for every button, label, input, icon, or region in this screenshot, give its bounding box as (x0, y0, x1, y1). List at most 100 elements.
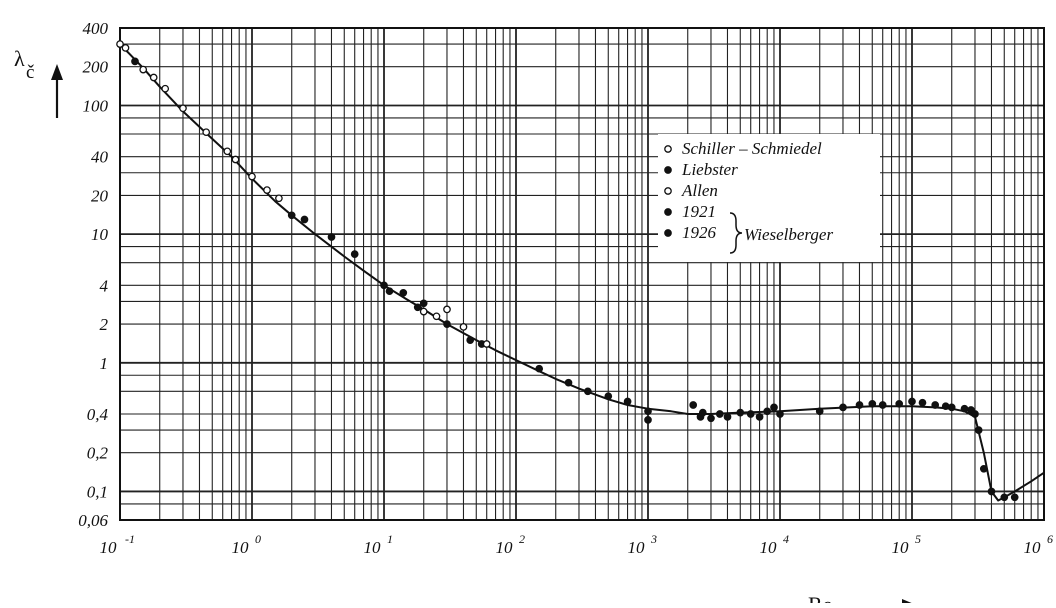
data-point-series-4 (941, 402, 950, 411)
data-point-series-1 (327, 233, 336, 241)
data-point-series-1 (350, 250, 359, 258)
data-point-series-3 (755, 413, 764, 421)
y-tick-label: 0,4 (87, 405, 109, 424)
data-point-series-4 (960, 404, 969, 413)
data-point-series-0 (248, 172, 256, 181)
legend-entries: Schiller – Schmiedel Liebster Allen 1921 192… (664, 139, 822, 242)
x-tick-label-exponent: 1 (387, 532, 393, 546)
data-point-series-4 (855, 401, 864, 409)
x-tick-label-base: 10 (892, 538, 910, 557)
data-point-series-4 (868, 399, 877, 408)
curve-layer (119, 43, 1045, 502)
data-point-series-3 (564, 378, 573, 387)
data-point-series-1 (287, 211, 296, 220)
data-point-series-3 (736, 408, 745, 417)
data-point-series-2 (443, 305, 451, 314)
y-tick-label: 4 (100, 276, 109, 295)
x-tick-label-base: 10 (628, 538, 646, 557)
data-point-series-4 (979, 464, 988, 473)
data-point-series-0 (116, 40, 124, 48)
data-point-series-4 (974, 426, 983, 434)
data-point-series-0 (202, 128, 211, 137)
x-tick-label-exponent: 0 (255, 532, 261, 546)
data-point-series-2 (419, 307, 428, 316)
plot-frame (119, 27, 1045, 521)
data-point-series-4 (1000, 493, 1009, 502)
data-point-series-3 (689, 401, 698, 409)
data-point-series-1 (466, 336, 475, 344)
data-point-series-0 (263, 186, 271, 194)
data-point-series-3 (698, 408, 707, 417)
x-axis-arrow-head (902, 599, 914, 608)
drag-curve (119, 43, 1045, 502)
data-point-series-4 (987, 487, 996, 496)
y-axis-arrow-head (51, 64, 63, 80)
data-point-series-1 (380, 281, 388, 290)
data-point-series-4 (908, 397, 916, 406)
x-tick-label-exponent: 6 (1047, 532, 1053, 546)
data-point-series-0 (223, 147, 232, 156)
data-point-series-3 (763, 407, 772, 416)
points-layer (116, 40, 1019, 502)
legend-marker (664, 145, 672, 153)
legend-label: Allen (681, 181, 718, 200)
y-axis-label: λ č (14, 46, 63, 118)
x-tick-label-base: 10 (100, 538, 118, 557)
y-tick-label: 200 (83, 58, 109, 77)
y-axis-label-sub: č (26, 62, 34, 83)
data-point-series-0 (161, 84, 170, 93)
data-point-series-4 (895, 399, 904, 408)
x-tick-label: 10 4 (760, 532, 790, 557)
y-tick-label: 0,2 (87, 444, 109, 463)
data-point-series-4 (918, 398, 927, 407)
legend-label: 1921 (682, 202, 716, 221)
y-tick-label: 40 (91, 148, 109, 167)
legend-background (658, 134, 880, 262)
data-point-series-1 (413, 303, 422, 312)
legend-entry: 1926 (664, 223, 717, 242)
y-tick-label: 0,06 (78, 511, 108, 530)
y-tick-label: 10 (91, 225, 109, 244)
x-tick-label-base: 10 (232, 538, 250, 557)
legend-label: Schiller – Schmiedel (682, 139, 822, 158)
data-point-series-3 (535, 364, 544, 373)
x-tick-label-exponent: 3 (650, 532, 657, 546)
legend-marker (664, 208, 672, 216)
data-point-series-4 (1010, 493, 1019, 502)
data-point-series-1 (300, 215, 309, 224)
legend-label: Liebster (681, 160, 738, 179)
data-point-series-1 (385, 287, 394, 296)
legend-entry: Schiller – Schmiedel (664, 139, 822, 158)
legend-entry: Liebster (664, 160, 738, 179)
data-point-series-1 (399, 288, 408, 297)
data-point-series-3 (644, 416, 652, 424)
data-point-series-4 (815, 407, 824, 416)
legend-entry: 1921 (664, 202, 716, 221)
data-point-series-3 (746, 410, 755, 418)
x-tick-label: 10 6 (1024, 532, 1054, 557)
x-tick-label-base: 10 (1024, 538, 1042, 557)
y-tick-label: 100 (83, 96, 109, 115)
data-point-series-3 (707, 414, 715, 423)
data-point-series-3 (604, 392, 613, 401)
y-tick-label: 20 (91, 186, 109, 205)
data-point-series-3 (723, 413, 732, 421)
x-tick-label-exponent: -1 (125, 532, 135, 546)
y-tick-labels: 400 200 100 40 20 10 4 2 1 0,4 0,2 0,1 0,06 (78, 19, 108, 530)
legend: Schiller – Schmiedel Liebster Allen 1921 192… (658, 134, 880, 262)
x-tick-labels: 10 -1 10 0 10 1 10 2 10 3 10 4 10 5 10 6 (100, 532, 1054, 557)
data-point-series-1 (131, 57, 139, 66)
data-point-series-1 (419, 299, 428, 308)
legend-brace (729, 212, 743, 254)
x-tick-label: 10 -1 (100, 532, 136, 557)
data-point-series-0 (231, 155, 240, 164)
x-tick-label: 10 0 (232, 532, 262, 557)
x-tick-label-exponent: 5 (915, 532, 921, 546)
data-point-series-3 (623, 397, 632, 406)
x-tick-label: 10 5 (892, 532, 922, 557)
x-axis-label-main: Re (808, 592, 832, 603)
data-point-series-3 (644, 407, 652, 416)
legend-label: 1926 (682, 223, 717, 242)
x-tick-label-exponent: 2 (519, 532, 525, 546)
